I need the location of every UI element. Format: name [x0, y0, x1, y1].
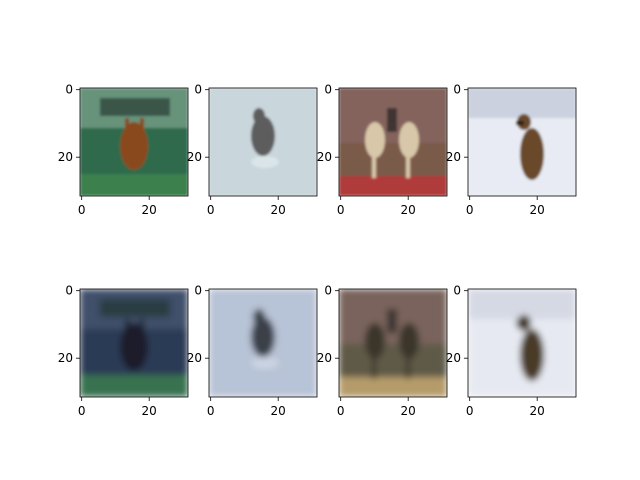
- x-tick-label: 20: [271, 203, 286, 217]
- x-tick-label: 20: [530, 203, 545, 217]
- original-images-panel-4: 0 20 0 20: [446, 83, 577, 217]
- x-tick-label: 20: [142, 404, 157, 418]
- x-tick-label: 20: [271, 404, 286, 418]
- y-tick-label: 0: [194, 83, 202, 97]
- y-tick-label: 20: [317, 351, 332, 365]
- axes-frame: [208, 288, 318, 398]
- x-tick-label: 20: [401, 203, 416, 217]
- y-tick-label: 20: [58, 150, 73, 164]
- reconstructed-images-panel-3: 0 20 0 20: [317, 284, 448, 418]
- x-tick-label: 0: [78, 203, 86, 217]
- axes-frame: [467, 288, 577, 398]
- image-blurry-horses: [339, 289, 447, 397]
- y-tick-label: 0: [453, 83, 461, 97]
- axes-frame: [79, 288, 189, 398]
- y-tick-label: 0: [65, 83, 73, 97]
- y-tick-label: 20: [187, 351, 202, 365]
- x-tick-label: 0: [207, 203, 215, 217]
- image-cat-on-light: [209, 88, 317, 196]
- y-tick-label: 20: [187, 150, 202, 164]
- x-tick-label: 0: [466, 203, 474, 217]
- x-tick-label: 0: [207, 404, 215, 418]
- image-dog-on-snow: [468, 88, 576, 196]
- y-tick-label: 0: [324, 83, 332, 97]
- x-tick-label: 0: [78, 404, 86, 418]
- original-images-panel-2: 0 20 0 20: [187, 83, 318, 217]
- axes-frame: [208, 87, 318, 197]
- original-images-panel-3: 0 20 0 20: [317, 83, 448, 217]
- x-tick-label: 20: [401, 404, 416, 418]
- reconstructed-images-panel-2: 0 20 0 20: [187, 284, 318, 418]
- y-tick-label: 20: [58, 351, 73, 365]
- reconstructed-images-panel-4: 0 20 0 20: [446, 284, 577, 418]
- x-tick-label: 0: [337, 203, 345, 217]
- axes-frame: [338, 87, 448, 197]
- image-blurry-dog: [468, 289, 576, 397]
- image-blurry-cat: [209, 289, 317, 397]
- original-images-panel-1: 0 20 0 20: [58, 83, 189, 217]
- image-horses-arena: [339, 88, 447, 196]
- image-deer-on-grass: [80, 88, 188, 196]
- y-tick-label: 20: [446, 150, 461, 164]
- axes-frame: [338, 288, 448, 398]
- axes-frame: [79, 87, 189, 197]
- y-tick-label: 20: [317, 150, 332, 164]
- image-blurry-deer: [80, 289, 188, 397]
- y-tick-label: 0: [194, 284, 202, 298]
- reconstructed-images-panel-1: 0 20 0 20: [58, 284, 189, 418]
- x-tick-label: 20: [142, 203, 157, 217]
- x-tick-label: 20: [530, 404, 545, 418]
- y-tick-label: 0: [324, 284, 332, 298]
- y-tick-label: 0: [65, 284, 73, 298]
- x-tick-label: 0: [466, 404, 474, 418]
- y-tick-label: 0: [453, 284, 461, 298]
- x-tick-label: 0: [337, 404, 345, 418]
- y-tick-label: 20: [446, 351, 461, 365]
- axes-frame: [467, 87, 577, 197]
